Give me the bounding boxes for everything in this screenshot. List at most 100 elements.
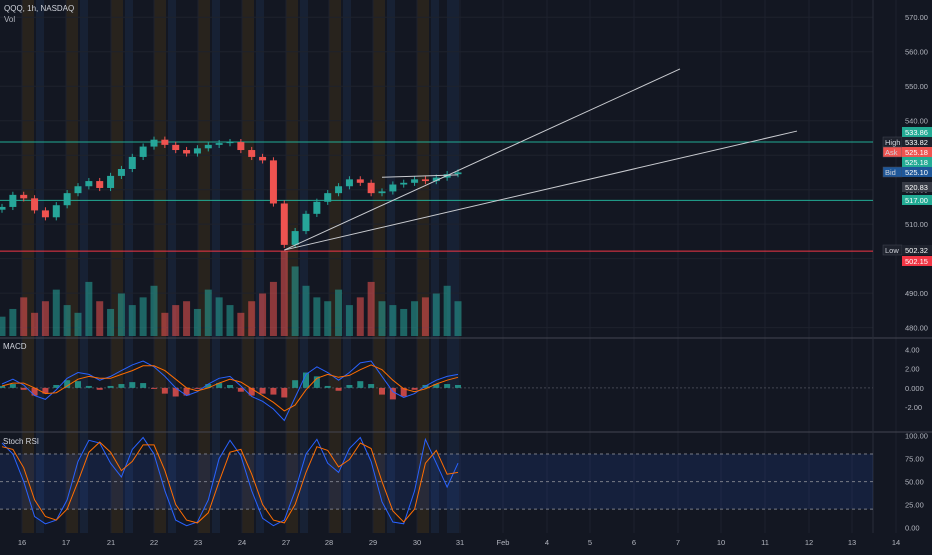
volume-bar <box>248 301 256 336</box>
candle <box>291 231 299 245</box>
session-band <box>256 0 264 533</box>
volume-bar <box>215 297 223 336</box>
macd-axis-tick: 0.000 <box>905 384 924 393</box>
volume-bar <box>269 281 277 336</box>
candle <box>335 186 343 194</box>
macd-histogram-bar <box>292 380 299 388</box>
candle <box>356 179 364 183</box>
candle <box>378 191 386 194</box>
session-band <box>417 0 429 533</box>
candle <box>389 184 397 192</box>
level-value-tag <box>902 167 932 177</box>
macd-histogram-bar <box>96 387 103 390</box>
stoch-axis-tick: 0.00 <box>905 523 920 532</box>
macd-histogram-bar <box>324 385 331 388</box>
time-axis-tick: 31 <box>456 538 464 547</box>
candle <box>96 181 104 188</box>
macd-histogram-bar <box>389 387 396 400</box>
macd-histogram-bar <box>20 387 27 390</box>
level-name: Low <box>885 246 899 255</box>
time-axis-tick: 11 <box>761 538 769 547</box>
stoch-rsi-label: Stoch RSI <box>3 437 40 446</box>
candle <box>52 205 60 218</box>
level-value-tag <box>902 147 932 157</box>
session-band <box>168 0 176 533</box>
session-band <box>431 0 439 533</box>
volume-bars <box>0 251 462 336</box>
time-axis-tick: 27 <box>282 538 290 547</box>
macd-histogram-bar <box>64 380 71 388</box>
volume-bar <box>389 305 397 336</box>
volume-bar <box>161 312 169 336</box>
trendline <box>381 174 459 178</box>
candle <box>128 156 136 169</box>
session-band <box>36 0 44 533</box>
time-axis-tick: 10 <box>717 538 725 547</box>
volume-bar <box>237 312 245 336</box>
volume-bar <box>0 316 6 336</box>
volume-bar <box>183 301 191 336</box>
macd-histogram-bar <box>227 385 233 388</box>
stoch-rsi-panel <box>0 436 873 527</box>
session-band <box>111 0 123 533</box>
time-axis-tick: 16 <box>18 538 26 547</box>
volume-bar <box>432 293 440 336</box>
volume-bar <box>31 312 39 336</box>
candle <box>345 179 353 187</box>
price-axis-tick: 490.00 <box>905 289 928 298</box>
candle <box>85 181 93 187</box>
level-name: Bid <box>885 168 896 177</box>
volume-label: Vol <box>4 15 16 24</box>
volume-bar <box>454 301 462 336</box>
macd-histogram-bar <box>433 384 440 388</box>
macd-histogram-bar <box>303 372 309 388</box>
session-band <box>125 0 133 533</box>
volume-bar <box>367 281 375 336</box>
volume-bar <box>128 305 136 336</box>
macd-histogram-bar <box>281 387 288 398</box>
level-value: 525.10 <box>905 168 928 177</box>
candle <box>172 144 180 151</box>
price-tag <box>902 157 932 167</box>
time-axis-tick: 22 <box>150 538 158 547</box>
volume-bar <box>313 297 321 336</box>
stoch-axis-tick: 25.00 <box>905 501 924 510</box>
macd-histogram-bar <box>368 384 375 388</box>
candle <box>204 144 212 149</box>
session-band <box>212 0 220 533</box>
level-value-tag <box>902 137 932 147</box>
session-band <box>80 0 88 533</box>
price-axis-tick: 570.00 <box>905 13 928 22</box>
candle <box>269 160 277 204</box>
macd-histogram-bar <box>400 387 407 397</box>
price-tag-text: 517.00 <box>905 196 928 205</box>
candle <box>280 203 288 245</box>
candle <box>150 139 158 147</box>
candle <box>117 169 125 176</box>
price-tag <box>902 182 932 192</box>
macd-histogram-bar <box>183 387 190 396</box>
macd-panel <box>0 360 873 422</box>
macd-axis-tick: 2.00 <box>905 365 920 374</box>
candle <box>313 201 321 214</box>
macd-histogram-bar <box>31 387 38 396</box>
price-axis-tick: 480.00 <box>905 324 928 333</box>
macd-histogram-bar <box>75 381 81 388</box>
macd-histogram-bar <box>9 384 16 388</box>
volume-bar <box>280 251 288 336</box>
candle <box>259 156 267 161</box>
time-axis-tick: 4 <box>545 538 549 547</box>
candle <box>302 213 310 232</box>
volume-bar <box>443 285 451 336</box>
volume-bar <box>52 289 60 336</box>
price-tag <box>902 256 932 266</box>
macd-histogram-bar <box>107 385 114 388</box>
macd-histogram-bar <box>444 384 451 388</box>
candle <box>421 179 429 182</box>
macd-histogram-bar <box>129 382 136 388</box>
price-tag <box>902 127 932 137</box>
session-band <box>343 0 351 533</box>
time-axis-tick: 29 <box>369 538 377 547</box>
